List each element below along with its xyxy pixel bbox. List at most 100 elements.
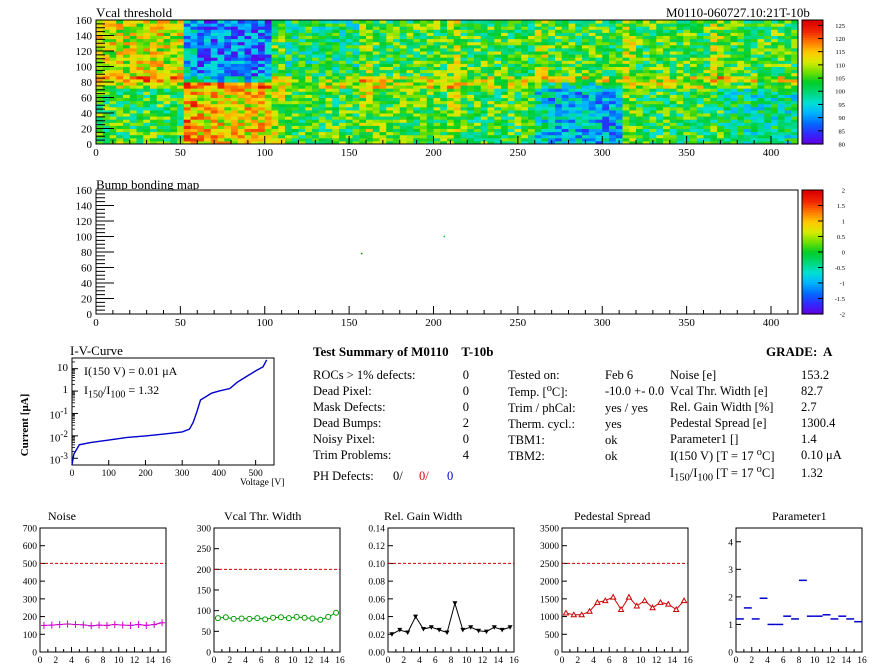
- roc-data-point: [483, 629, 489, 635]
- roc-data-point: [617, 605, 625, 612]
- defect-value: 0: [462, 431, 469, 446]
- roc-ytick-label: 0.04: [368, 613, 385, 623]
- ph-defects-value-3: 0: [447, 469, 454, 483]
- roc-data-point: [135, 621, 142, 629]
- defect-row: Noisy Pixel: 0: [313, 431, 469, 447]
- roc-data-point: [301, 614, 308, 621]
- bump-defect-dot: [443, 235, 446, 238]
- defect-label: Dead Pixel:: [313, 383, 372, 398]
- result-row: I150/I100 [T = 17 oC] 1.32: [670, 464, 861, 484]
- roc-xtick-label: 2: [749, 656, 754, 666]
- roc-data-point: [254, 615, 261, 622]
- result-label: Pedestal Spread [e]: [670, 415, 767, 430]
- roc-data-point: [436, 627, 442, 633]
- roc-data-point: [103, 621, 110, 629]
- defect-row: ROCs > 1% defects: 0: [313, 367, 469, 383]
- roc-data-point: [444, 630, 450, 636]
- roc-data-point: [460, 627, 466, 633]
- map-ytick-label: 140: [76, 31, 93, 43]
- condition-label: Tested on:: [508, 367, 560, 382]
- roc-ytick-label: 0.06: [368, 595, 385, 605]
- roc-ytick-label: 3: [728, 566, 733, 576]
- map-ytick-label: 60: [81, 263, 93, 275]
- summary-defects-table: ROCs > 1% defects: 0 Dead Pixel: 0 Mask Defe…: [313, 367, 469, 463]
- condition-value: yes: [605, 416, 622, 431]
- roc-xtick-label: 0: [386, 656, 391, 666]
- result-value: 82.7: [801, 383, 823, 398]
- roc-xtick-label: 2: [53, 656, 58, 666]
- map-xtick-label: 250: [510, 147, 527, 159]
- defect-row: Dead Bumps: 2: [313, 415, 469, 431]
- map-xtick-label: 400: [763, 147, 780, 159]
- roc-xtick-label: 12: [304, 656, 314, 666]
- iv-plot-frame: [71, 357, 275, 466]
- result-value: 1300.4: [801, 415, 836, 430]
- roc-xtick-label: 8: [623, 656, 628, 666]
- map-ytick-label: 20: [81, 294, 93, 306]
- roc-data-point: [499, 627, 505, 633]
- roc-xtick-label: 10: [462, 656, 472, 666]
- roc-data-point: [80, 621, 87, 629]
- roc-chart-title: Rel. Gain Width: [384, 509, 463, 523]
- roc-ytick-label: 700: [23, 525, 38, 535]
- roc-xtick-label: 4: [69, 656, 74, 666]
- roc-data-point: [601, 597, 609, 604]
- iv-ytick-label: 10-3: [49, 451, 68, 467]
- condition-value: ok: [605, 432, 618, 447]
- roc-xtick-label: 12: [652, 656, 662, 666]
- roc-data-point: [405, 630, 411, 636]
- iv-ytick-label: 10: [57, 361, 68, 374]
- roc-data-point: [72, 621, 79, 629]
- zscale-label: 85: [839, 128, 846, 135]
- roc-xtick-label: 0: [560, 656, 565, 666]
- module-id-label: M0110-060727.10:21T-10b: [666, 5, 810, 20]
- condition-value: ok: [605, 448, 618, 463]
- roc-ytick-label: 0: [32, 649, 37, 659]
- roc-ytick-label: 0.14: [368, 525, 385, 535]
- roc-xtick-label: 14: [146, 656, 156, 666]
- bump-defect-dots: [360, 235, 446, 255]
- roc-data-point: [325, 613, 332, 620]
- condition-label: TBM2:: [508, 448, 545, 463]
- condition-label: Trim / phCal:: [508, 400, 576, 415]
- roc-data-point: [40, 621, 47, 629]
- roc-data-point: [476, 628, 482, 634]
- result-label: Rel. Gain Width [%]: [670, 399, 774, 414]
- iv-xlabel: Voltage [V]: [240, 478, 284, 488]
- roc-data-point: [389, 632, 395, 637]
- result-row: Parameter1 [] 1.4: [670, 431, 861, 447]
- roc-series-line: [43, 622, 163, 627]
- zscale-label: 100: [835, 89, 845, 96]
- vcal-heatmap-cells: [96, 20, 799, 145]
- roc-ytick-label: 200: [197, 566, 212, 576]
- map-ytick-label: 0: [87, 309, 93, 321]
- roc-xtick-label: 14: [668, 656, 678, 666]
- roc-xtick-label: 6: [433, 656, 438, 666]
- defect-value: 0: [462, 399, 469, 414]
- roc-data-point: [507, 625, 513, 630]
- iv-axes: 0 100 200 300 400 500: [70, 361, 263, 479]
- map-xtick-label: 300: [594, 317, 611, 329]
- bump-color-scale: -2 -1.5 -1 -0.5 0 0.5 1 1.5 2: [801, 188, 845, 319]
- iv-xtick-label: 100: [102, 469, 117, 479]
- ph-defects-row: PH Defects: 0/ 0/ 0: [313, 469, 453, 484]
- zscale-label: 1: [842, 219, 845, 226]
- roc-xtick-label: 16: [335, 656, 345, 666]
- roc-ytick-label: 1500: [540, 595, 559, 605]
- summary-conditions-table: Tested on: Feb 6 Temp. [oC]: -10.0 +- 0.0 Tr…: [508, 367, 675, 464]
- roc-ytick-label: 0: [554, 649, 559, 659]
- roc-data-point: [277, 614, 284, 621]
- map-ytick-label: 80: [81, 247, 93, 259]
- roc-data-point: [625, 593, 633, 600]
- roc-xtick-label: 4: [765, 656, 770, 666]
- roc-data-point: [680, 597, 688, 604]
- roc-data-point: [333, 609, 340, 616]
- grade-label: GRADE: A: [766, 344, 833, 359]
- zscale-label: -1: [840, 281, 845, 288]
- roc-data-point: [317, 616, 324, 623]
- iv-ytick-label: 1: [62, 384, 69, 397]
- roc-ytick-label: 100: [197, 607, 212, 617]
- map-xtick-label: 350: [678, 317, 695, 329]
- roc-ytick-label: 0: [206, 649, 211, 659]
